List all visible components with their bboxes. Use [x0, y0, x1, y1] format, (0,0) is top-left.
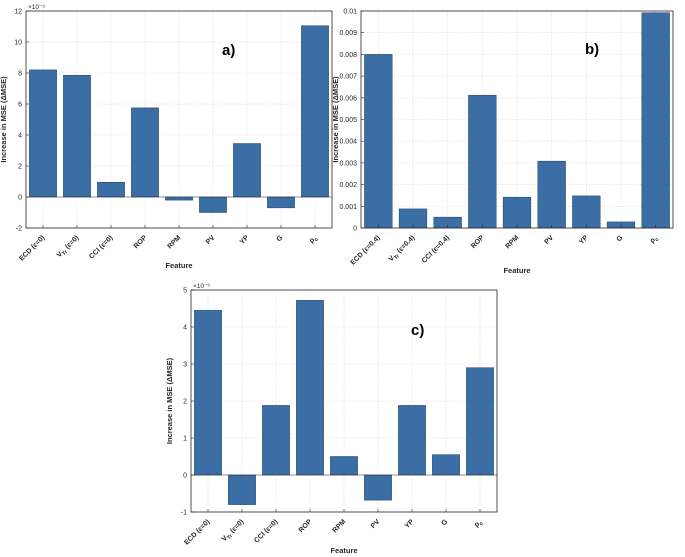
y-exponent-label: ×10⁻³ — [193, 283, 210, 290]
y-tick-label: 0.009 — [339, 30, 357, 37]
y-tick-label: 8 — [18, 71, 22, 78]
x-tick-label-6: PV — [205, 234, 217, 246]
y-tick-label: 0.002 — [339, 182, 357, 189]
x-tick-label-9: ρc — [473, 518, 485, 530]
x-tick-label-3: CCI (ε=0.4) — [421, 234, 451, 264]
y-tick-label: 0.001 — [339, 204, 357, 211]
x-tick-label-7: YP — [239, 234, 251, 246]
y-tick-label: 12 — [14, 9, 22, 16]
bar-5 — [502, 196, 532, 229]
y-tick-label: 4 — [183, 325, 187, 332]
y-tick-label: 0.007 — [339, 74, 357, 81]
bar-5 — [165, 196, 193, 201]
bar-7 — [572, 195, 601, 229]
panel-label: c) — [411, 322, 424, 339]
x-tick-label-8: G — [441, 518, 450, 527]
x-tick-label-4: ROP — [298, 518, 314, 534]
x-tick-label-2: VTr (ε=0.4) — [388, 234, 418, 264]
y-tick-label: 0.003 — [339, 160, 357, 167]
x-tick-label-1: ECD (ε=0) — [18, 234, 46, 262]
bar-1 — [29, 69, 57, 198]
x-tick-label-6: PV — [544, 234, 556, 246]
y-tick-label: 2 — [183, 399, 187, 406]
bar-2 — [63, 75, 91, 198]
y-tick-label: 0.01 — [343, 9, 357, 16]
y-tick-label: 0 — [353, 226, 357, 233]
y-tick-label: 1 — [183, 436, 187, 443]
bar-4 — [296, 300, 324, 476]
bar-8 — [432, 454, 460, 476]
x-tick-label-1: ECD (ε=0) — [183, 518, 211, 546]
bar-3 — [262, 405, 290, 476]
y-tick-label: -1 — [181, 510, 187, 517]
y-axis-label: Increase in MSE (ΔMSE) — [331, 76, 340, 163]
chart-panel-c: -1 0 1 2 3 4 5 ECD (ε=0) VTr (ε=0) CCI (ε=0) ROP RP… — [165, 283, 498, 555]
y-tick-label: 0.005 — [339, 117, 357, 124]
x-tick-label-6: PV — [370, 518, 382, 530]
chart-panel-b: 0 0.001 0.002 0.003 0.004 0.005 0.006 0.007 0.00… — [331, 9, 674, 275]
y-tick-label: 0.006 — [339, 95, 357, 102]
x-tick-label-5: RPM — [331, 518, 347, 534]
x-tick-label-4: ROP — [470, 234, 486, 250]
x-tick-label-2: VTr (ε=0) — [221, 518, 247, 544]
y-tick-label: 3 — [183, 362, 187, 369]
bar-3 — [97, 182, 125, 198]
bar-9 — [466, 367, 494, 476]
bar-9 — [641, 12, 670, 229]
x-tick-label-9: ρc — [308, 234, 320, 246]
y-tick-label: 5 — [183, 288, 187, 295]
bar-4 — [468, 94, 497, 229]
y-tick-label: 0.004 — [339, 139, 357, 146]
bar-2 — [228, 474, 256, 505]
bar-1 — [364, 54, 393, 229]
y-tick-label: 2 — [18, 164, 22, 171]
y-axis-label: Increase in MSE (ΔMSE) — [165, 357, 174, 444]
x-tick-label-7: YP — [578, 234, 590, 246]
y-tick-label: 4 — [18, 133, 22, 140]
x-tick-label-1: ECD (ε=0.4) — [350, 234, 382, 266]
x-tick-label-9: ρc — [649, 234, 661, 246]
y-axis-label: Increase in MSE (ΔMSE) — [0, 76, 8, 163]
x-tick-label-2: VTr (ε=0) — [56, 234, 82, 260]
bar-7 — [398, 405, 426, 476]
panel-label: a) — [222, 42, 235, 59]
bar-6 — [537, 160, 566, 229]
x-tick-label-5: RPM — [166, 234, 182, 250]
bar-6 — [364, 474, 392, 501]
chart-panel-a: -2 0 2 4 6 8 10 12 ECD (ε=0) VTr (ε=0) CCI (ε=0) RO… — [0, 4, 333, 270]
bar-9 — [301, 25, 329, 198]
bar-5 — [330, 456, 358, 476]
bar-8 — [267, 196, 295, 209]
x-tick-label-8: G — [276, 234, 285, 243]
y-tick-label: 0 — [183, 473, 187, 480]
bar-4 — [131, 107, 159, 198]
y-exponent-label: ×10⁻³ — [28, 4, 45, 11]
x-tick-label-3: CCI (ε=0) — [253, 518, 279, 544]
y-tick-label: 0 — [18, 195, 22, 202]
x-axis-label: Feature — [330, 546, 357, 555]
y-tick-label: -2 — [16, 226, 22, 233]
x-tick-label-4: ROP — [133, 234, 149, 250]
x-tick-label-3: CCI (ε=0) — [88, 234, 114, 260]
x-tick-label-8: G — [616, 234, 625, 243]
x-axis-label: Feature — [503, 266, 530, 275]
bar-7 — [233, 143, 261, 198]
bar-1 — [194, 310, 222, 476]
x-tick-label-5: RPM — [504, 234, 520, 250]
y-tick-label: 0.008 — [339, 52, 357, 59]
panel-label: b) — [585, 41, 599, 58]
y-tick-label: 6 — [18, 102, 22, 109]
x-axis-label: Feature — [165, 261, 192, 270]
x-tick-label-7: YP — [404, 518, 416, 530]
y-tick-label: 10 — [14, 40, 22, 47]
bar-6 — [199, 196, 227, 213]
